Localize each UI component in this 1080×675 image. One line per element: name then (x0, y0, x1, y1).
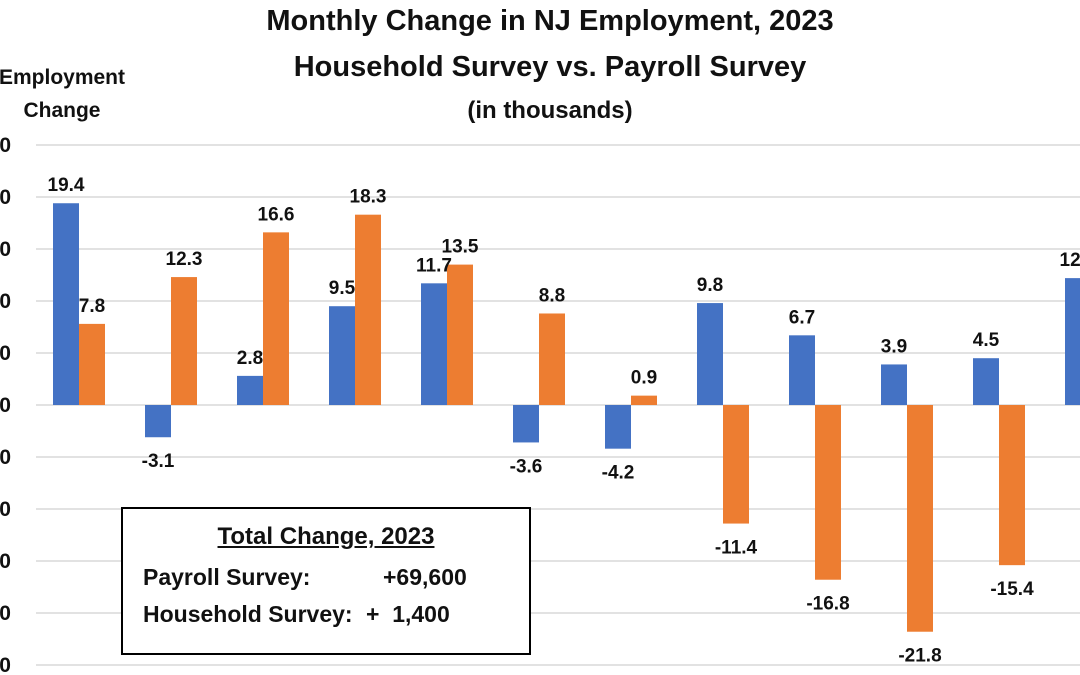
bar-household-feb (171, 277, 197, 405)
y-tick-label: -15.0 (0, 550, 11, 573)
bar-payroll-jul (605, 405, 631, 449)
data-label: 6.7 (789, 307, 815, 328)
data-label: -11.4 (715, 538, 758, 559)
y-axis-label-line1: Employment (0, 66, 125, 89)
data-label: 8.8 (539, 285, 565, 306)
data-label: 9.5 (329, 278, 356, 299)
household-value: + 1,400 (366, 601, 450, 627)
payroll-value: +69,600 (383, 564, 467, 590)
bar-payroll-dec (1065, 278, 1080, 405)
bar-household-jul (631, 395, 657, 405)
y-tick-label: 25.0 (0, 134, 11, 157)
data-label: 3.9 (881, 336, 907, 357)
bar-payroll-apr (329, 306, 355, 405)
y-tick-label: 15.0 (0, 238, 11, 261)
bar-payroll-jun (513, 405, 539, 443)
bar-payroll-may (421, 283, 447, 405)
data-label: 13.5 (442, 237, 479, 258)
data-label: 2.8 (237, 348, 263, 369)
chart-subtitle: Household Survey vs. Payroll Survey (294, 51, 807, 83)
bar-payroll-nov (973, 358, 999, 405)
bar-payroll-feb (145, 405, 171, 438)
data-label: 9.8 (697, 275, 723, 296)
data-label: 16.6 (258, 204, 295, 225)
y-tick-label: 5.0 (0, 342, 11, 365)
total-change-box: Total Change, 2023 Payroll Survey: +69,6… (121, 507, 531, 655)
data-label: 18.3 (350, 187, 387, 208)
data-label: -4.2 (602, 463, 635, 484)
data-label: -21.8 (898, 646, 941, 667)
y-axis-label-line2: Change (23, 99, 100, 122)
bar-household-apr (355, 214, 381, 405)
bar-household-nov (999, 405, 1025, 566)
bar-household-may (447, 264, 473, 405)
y-tick-label: 20.0 (0, 186, 11, 209)
data-label: 7.8 (79, 296, 105, 317)
bar-household-oct (907, 405, 933, 632)
data-label: -16.8 (806, 594, 849, 615)
bar-payroll-mar (237, 375, 263, 405)
data-label: -3.6 (510, 456, 543, 477)
bar-household-jan (79, 323, 105, 405)
data-label: 19.4 (48, 175, 85, 196)
y-tick-label: -25.0 (0, 654, 11, 675)
y-tick-label: 0.0 (0, 394, 11, 417)
bar-household-mar (263, 232, 289, 405)
box-title: Total Change, 2023 (217, 523, 435, 550)
chart-title: Monthly Change in NJ Employment, 2023 (266, 5, 833, 37)
household-label: Household Survey: (143, 601, 353, 627)
y-tick-label: -20.0 (0, 602, 11, 625)
bar-payroll-jan (53, 203, 79, 405)
bar-payroll-oct (881, 364, 907, 405)
data-label: -3.1 (142, 451, 175, 472)
data-label: -15.4 (990, 579, 1034, 600)
payroll-label: Payroll Survey: (143, 564, 311, 590)
y-tick-label: -10.0 (0, 498, 11, 521)
bar-payroll-sep (789, 335, 815, 405)
y-tick-label: 10.0 (0, 290, 11, 313)
data-label: 4.5 (973, 330, 1000, 351)
bar-payroll-aug (697, 303, 723, 405)
data-label: 11.7 (416, 255, 452, 276)
chart-units: (in thousands) (467, 97, 632, 124)
bar-household-jun (539, 313, 565, 405)
y-tick-label: -5.0 (0, 446, 11, 469)
data-label: 12.3 (166, 249, 203, 270)
bar-household-sep (815, 405, 841, 580)
data-label: 0.9 (631, 368, 657, 389)
data-label: 12.2 (1060, 250, 1080, 271)
bar-household-aug (723, 405, 749, 524)
